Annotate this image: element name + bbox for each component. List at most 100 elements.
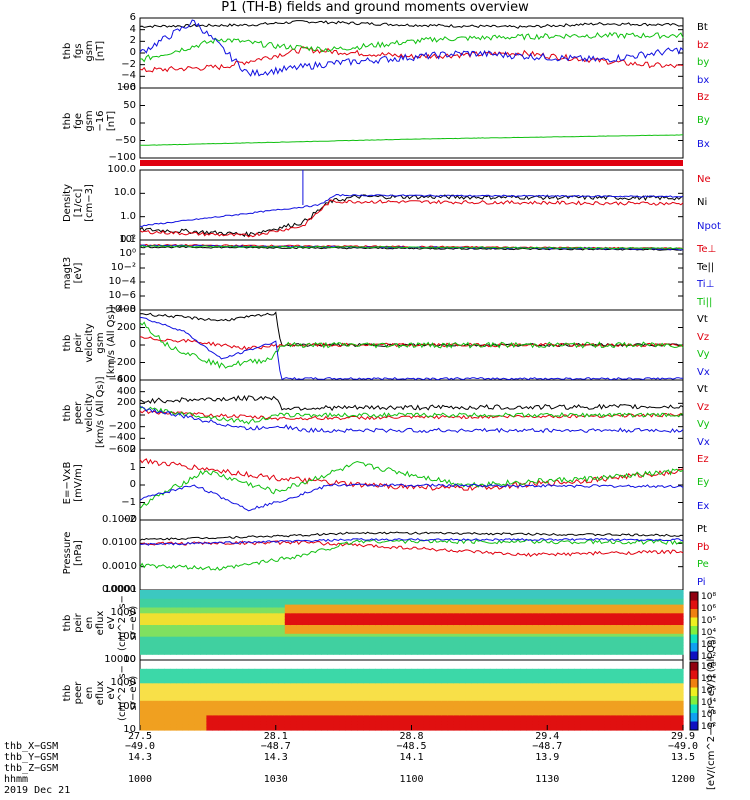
spectro-cell <box>429 700 437 705</box>
spectro-cell <box>520 692 527 696</box>
spectro-cell <box>441 601 449 606</box>
spectro-cell <box>230 607 238 611</box>
spectro-cell <box>411 648 419 652</box>
spectro-cell <box>405 671 413 676</box>
spectro-cell <box>393 598 400 603</box>
spectro-cell <box>315 636 322 641</box>
spectro-cell <box>441 668 449 673</box>
spectro-cell <box>260 668 268 673</box>
spectro-cell <box>489 592 497 597</box>
spectro-cell <box>622 633 630 638</box>
spectro-cell <box>308 709 316 714</box>
spectro-cell <box>423 695 431 699</box>
spectro-cell <box>339 686 346 690</box>
spectro-cell <box>351 715 358 719</box>
spectro-cell <box>538 636 545 641</box>
spectro-cell <box>574 651 581 655</box>
spectro-cell <box>164 709 171 714</box>
spectro-cell <box>278 689 286 693</box>
spectro-cell <box>459 630 467 635</box>
spectro-cell <box>302 607 310 611</box>
spectro-cell <box>447 636 455 641</box>
spectro-cell <box>236 610 244 614</box>
spectro-cell <box>556 616 563 620</box>
spectro-cell <box>514 590 521 594</box>
spectro-cell <box>417 648 425 652</box>
spectro-cell <box>200 727 207 731</box>
spectro-cell <box>471 645 479 649</box>
spectro-cell <box>544 680 551 684</box>
spectro-cell <box>236 721 244 725</box>
spectro-cell <box>677 671 684 676</box>
spectro-cell <box>616 648 624 652</box>
spectro-cell <box>278 639 286 644</box>
spectro-cell <box>598 645 606 649</box>
spectro-cell <box>465 604 473 609</box>
spectro-cell <box>489 595 497 600</box>
spectro-cell <box>508 619 515 623</box>
spectro-cell <box>296 689 304 693</box>
spectro-cell <box>327 692 334 696</box>
spectro-cell <box>646 604 654 609</box>
spectro-cell <box>634 677 642 681</box>
spectro-cell <box>230 604 238 609</box>
spectro-cell <box>489 651 497 655</box>
spectro-cell <box>411 592 419 597</box>
spectro-cell <box>146 645 153 649</box>
spectro-cell <box>284 683 292 687</box>
spectro-cell <box>399 639 406 644</box>
spectro-cell <box>670 610 678 614</box>
spectro-cell <box>658 686 666 690</box>
spectro-cell <box>290 695 298 699</box>
spectro-cell <box>405 703 413 708</box>
spectro-cell <box>658 709 666 714</box>
spectro-cell <box>550 692 557 696</box>
spectro-cell <box>471 627 479 632</box>
spectro-cell <box>477 677 485 681</box>
spectro-cell <box>308 692 316 696</box>
colorbar-bottom-segment <box>690 704 698 714</box>
spectro-cell <box>544 595 551 600</box>
spectro-cell <box>315 721 322 725</box>
spectro-cell <box>465 651 473 655</box>
spectro-cell <box>254 642 262 646</box>
spectro-cell <box>568 630 575 635</box>
spectro-cell <box>327 625 334 629</box>
spectro-cell <box>465 680 473 684</box>
spectro-cell <box>471 601 479 606</box>
spectro-cell <box>308 703 316 708</box>
spectro-cell <box>429 616 437 620</box>
spectro-cell <box>568 683 575 687</box>
spectro-cell <box>646 709 654 714</box>
spectro-cell <box>218 622 225 626</box>
spectro-cell <box>677 718 684 722</box>
spectro-cell <box>351 627 358 632</box>
spectro-cell <box>284 721 292 725</box>
spectro-cell <box>429 622 437 626</box>
panel-frame-6 <box>139 379 684 451</box>
spectro-cell <box>670 724 678 728</box>
spectro-cell <box>260 616 268 620</box>
spectro-cell <box>489 677 497 681</box>
spectro-cell <box>502 727 509 731</box>
spectro-cell <box>670 645 678 649</box>
spectro-cell <box>598 724 606 728</box>
spectro-cell <box>387 671 394 676</box>
spectro-cell <box>646 689 654 693</box>
spectro-cell <box>670 695 678 699</box>
spectro-cell <box>646 630 654 635</box>
spectro-cell <box>218 721 225 725</box>
spectro-cell <box>453 671 461 676</box>
spectro-cell <box>604 709 612 714</box>
spectro-cell <box>188 677 195 681</box>
spectro-cell <box>677 668 684 673</box>
spectro-cell <box>658 651 666 655</box>
spectro-cell <box>556 689 563 693</box>
spectro-cell <box>333 700 340 705</box>
spectro-cell <box>315 680 322 684</box>
spectro-cell <box>242 601 250 606</box>
spectro-cell <box>471 648 479 652</box>
spectro-cell <box>164 674 171 679</box>
spectro-cell <box>586 671 594 676</box>
spectro-cell <box>532 625 539 629</box>
